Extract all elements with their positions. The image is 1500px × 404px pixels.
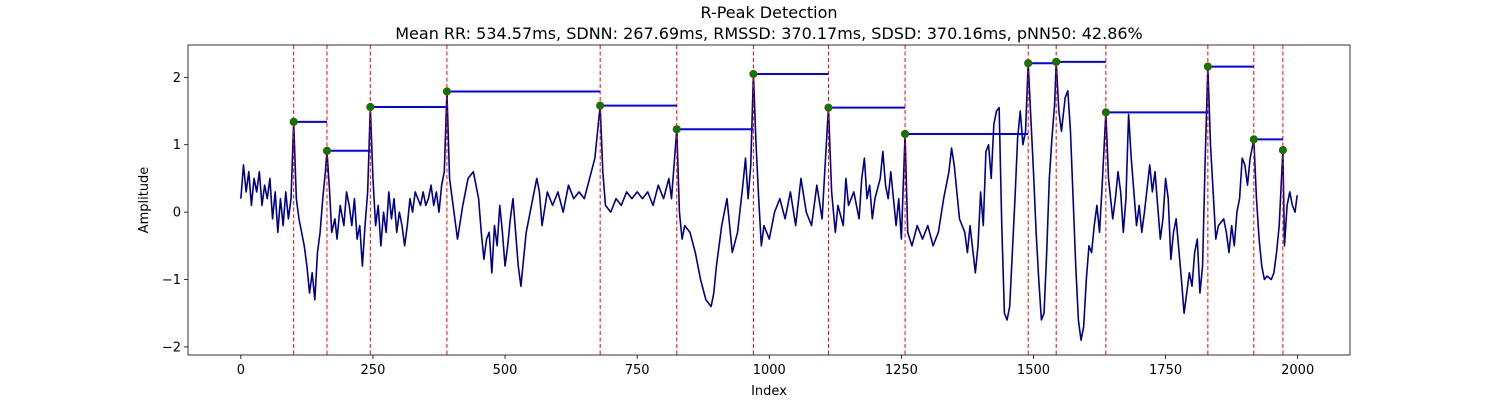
r-peak [1052, 57, 1061, 66]
r-peak [1203, 62, 1212, 71]
r-peak [366, 102, 375, 112]
x-tick-label: 500 [493, 363, 518, 378]
x-tick-label: 750 [625, 363, 650, 378]
x-tick-label: 250 [361, 363, 386, 378]
r-peak [442, 87, 452, 96]
x-tick-label: 1500 [1017, 363, 1050, 378]
x-tick-label: 2000 [1281, 363, 1314, 378]
y-tick-label: −2 [162, 340, 181, 355]
r-peak [824, 103, 833, 112]
y-axis-label: Amplitude [137, 167, 152, 234]
chart-subtitle: Mean RR: 534.57ms, SDNN: 267.69ms, RMSSD… [395, 24, 1143, 43]
chart-title: R-Peak Detection [700, 3, 837, 22]
r-peak [1249, 135, 1258, 144]
r-peak [289, 117, 298, 126]
r-peak [322, 146, 332, 155]
r-peak [749, 69, 758, 79]
r-peak [596, 101, 605, 110]
x-tick-label: 1750 [1149, 363, 1182, 378]
r-peak [900, 129, 910, 139]
y-tick-label: 0 [173, 206, 181, 221]
y-tick-label: −1 [162, 273, 181, 288]
r-peak [1101, 108, 1110, 117]
r-peak [672, 125, 681, 134]
x-axis-label: Index [751, 384, 787, 399]
x-tick-label: 1250 [885, 363, 918, 378]
y-tick-label: 1 [173, 138, 181, 153]
plot-frame [187, 44, 1351, 356]
r-peak [1024, 59, 1033, 68]
y-tick-label: 2 [173, 71, 181, 86]
signal-line [240, 61, 1298, 341]
x-tick-label: 1000 [753, 363, 786, 378]
x-tick-label: 0 [237, 363, 245, 378]
r-peak [1278, 146, 1287, 155]
plot-area [240, 45, 1298, 355]
